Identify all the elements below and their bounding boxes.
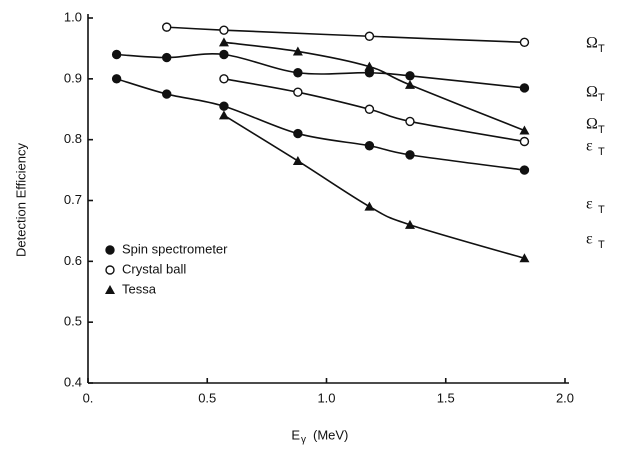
y-tick-label: 1.0 [64, 9, 82, 24]
curve [166, 26, 525, 44]
curve-label-sub: T [598, 92, 605, 104]
marker [519, 83, 530, 93]
marker [405, 150, 415, 160]
marker [111, 74, 122, 84]
legend-label: Tessa [122, 281, 157, 296]
marker [519, 136, 530, 147]
marker [404, 219, 415, 229]
marker [162, 52, 172, 63]
legend-marker [105, 265, 115, 275]
marker [405, 116, 415, 127]
y-tick-label: 0.8 [64, 131, 82, 146]
marker [162, 22, 172, 32]
legend-label: Crystal ball [122, 261, 186, 276]
x-tick-label: 0.5 [198, 390, 216, 405]
curve-label: ε [586, 138, 593, 155]
legend-marker [105, 245, 115, 255]
y-tick-label: 0.9 [64, 70, 82, 85]
curve-label: ε [586, 196, 593, 213]
legend-label: Spin spectrometer [122, 241, 228, 256]
curve [223, 114, 525, 260]
marker [292, 155, 303, 165]
curve [223, 78, 525, 143]
x-tick-label: 2.0 [556, 390, 574, 405]
curve-label: ε [586, 231, 593, 248]
curve [116, 78, 525, 171]
curve-label: Ω [586, 35, 598, 52]
curve-label-sub: T [598, 43, 605, 55]
x-tick-label: 1.5 [437, 390, 455, 405]
marker [364, 141, 375, 151]
legend-marker [105, 285, 115, 294]
marker [293, 87, 303, 97]
marker [364, 61, 375, 71]
y-tick-label: 0.4 [64, 374, 82, 389]
y-tick-label: 0.5 [64, 314, 82, 329]
marker [292, 46, 303, 56]
curve-label-sub: T [598, 124, 605, 136]
x-tick-label: 1.0 [317, 390, 335, 405]
x-tick-label: 0. [83, 390, 94, 405]
curve-label-sub: T [598, 204, 605, 216]
y-axis-label: Detection Efficiency [13, 143, 28, 257]
marker [219, 101, 229, 111]
marker [519, 165, 530, 175]
curve-label: Ω [586, 84, 598, 101]
x-axis-label-unit: (MeV) [313, 427, 348, 442]
marker [219, 25, 229, 35]
x-axis-label: E [291, 427, 300, 442]
marker [219, 49, 229, 60]
marker [364, 31, 375, 41]
marker [162, 89, 172, 99]
curve-label-sub: T [598, 146, 605, 158]
marker [293, 68, 303, 78]
marker [519, 253, 530, 263]
marker [404, 79, 415, 89]
y-tick-label: 0.6 [64, 253, 82, 268]
marker [364, 201, 375, 211]
y-tick-label: 0.7 [64, 192, 82, 207]
marker [219, 74, 229, 84]
marker [519, 125, 530, 135]
curve-label: Ω [586, 116, 598, 133]
marker [218, 37, 229, 47]
curve [116, 53, 525, 89]
marker [364, 104, 375, 114]
marker [519, 37, 530, 48]
marker [111, 49, 122, 60]
curve-label-sub: T [598, 239, 605, 251]
marker [293, 128, 303, 139]
x-axis-label-sub: γ [301, 435, 306, 446]
marker [405, 71, 415, 81]
marker [218, 110, 229, 120]
